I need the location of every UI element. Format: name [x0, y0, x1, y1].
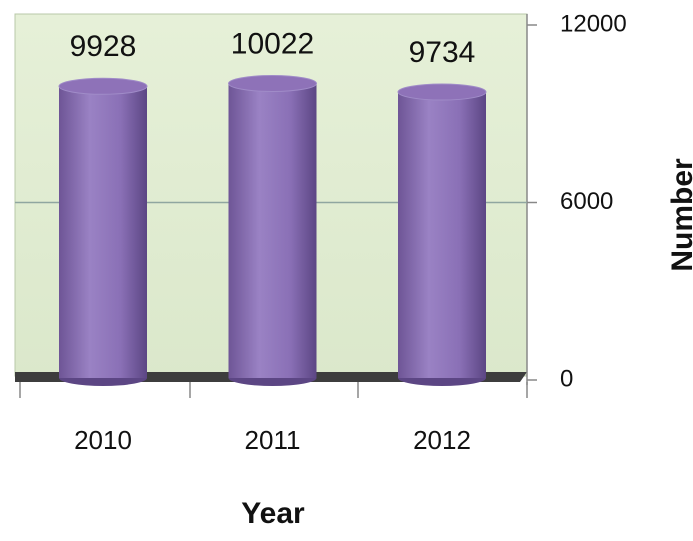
data-label: 10022 — [231, 27, 314, 60]
bar — [228, 83, 317, 378]
data-label: 9734 — [409, 36, 476, 69]
y-axis-title: Number — [666, 158, 693, 272]
bar — [59, 86, 147, 379]
data-label: 9928 — [70, 30, 137, 63]
y-tick-label: 0 — [560, 365, 573, 392]
bar-top — [228, 75, 317, 93]
bar-top — [58, 77, 148, 95]
x-axis-title: Year — [241, 497, 305, 530]
x-tick-label: 2010 — [74, 425, 132, 455]
x-tick-label: 2011 — [245, 425, 301, 455]
bar — [398, 92, 486, 379]
y-tick-label: 12000 — [560, 10, 627, 37]
bar-top — [397, 83, 487, 101]
x-tick-label: 2012 — [413, 425, 471, 455]
x-axis-ticks — [19, 14, 528, 398]
y-tick-label: 6000 — [560, 188, 613, 215]
